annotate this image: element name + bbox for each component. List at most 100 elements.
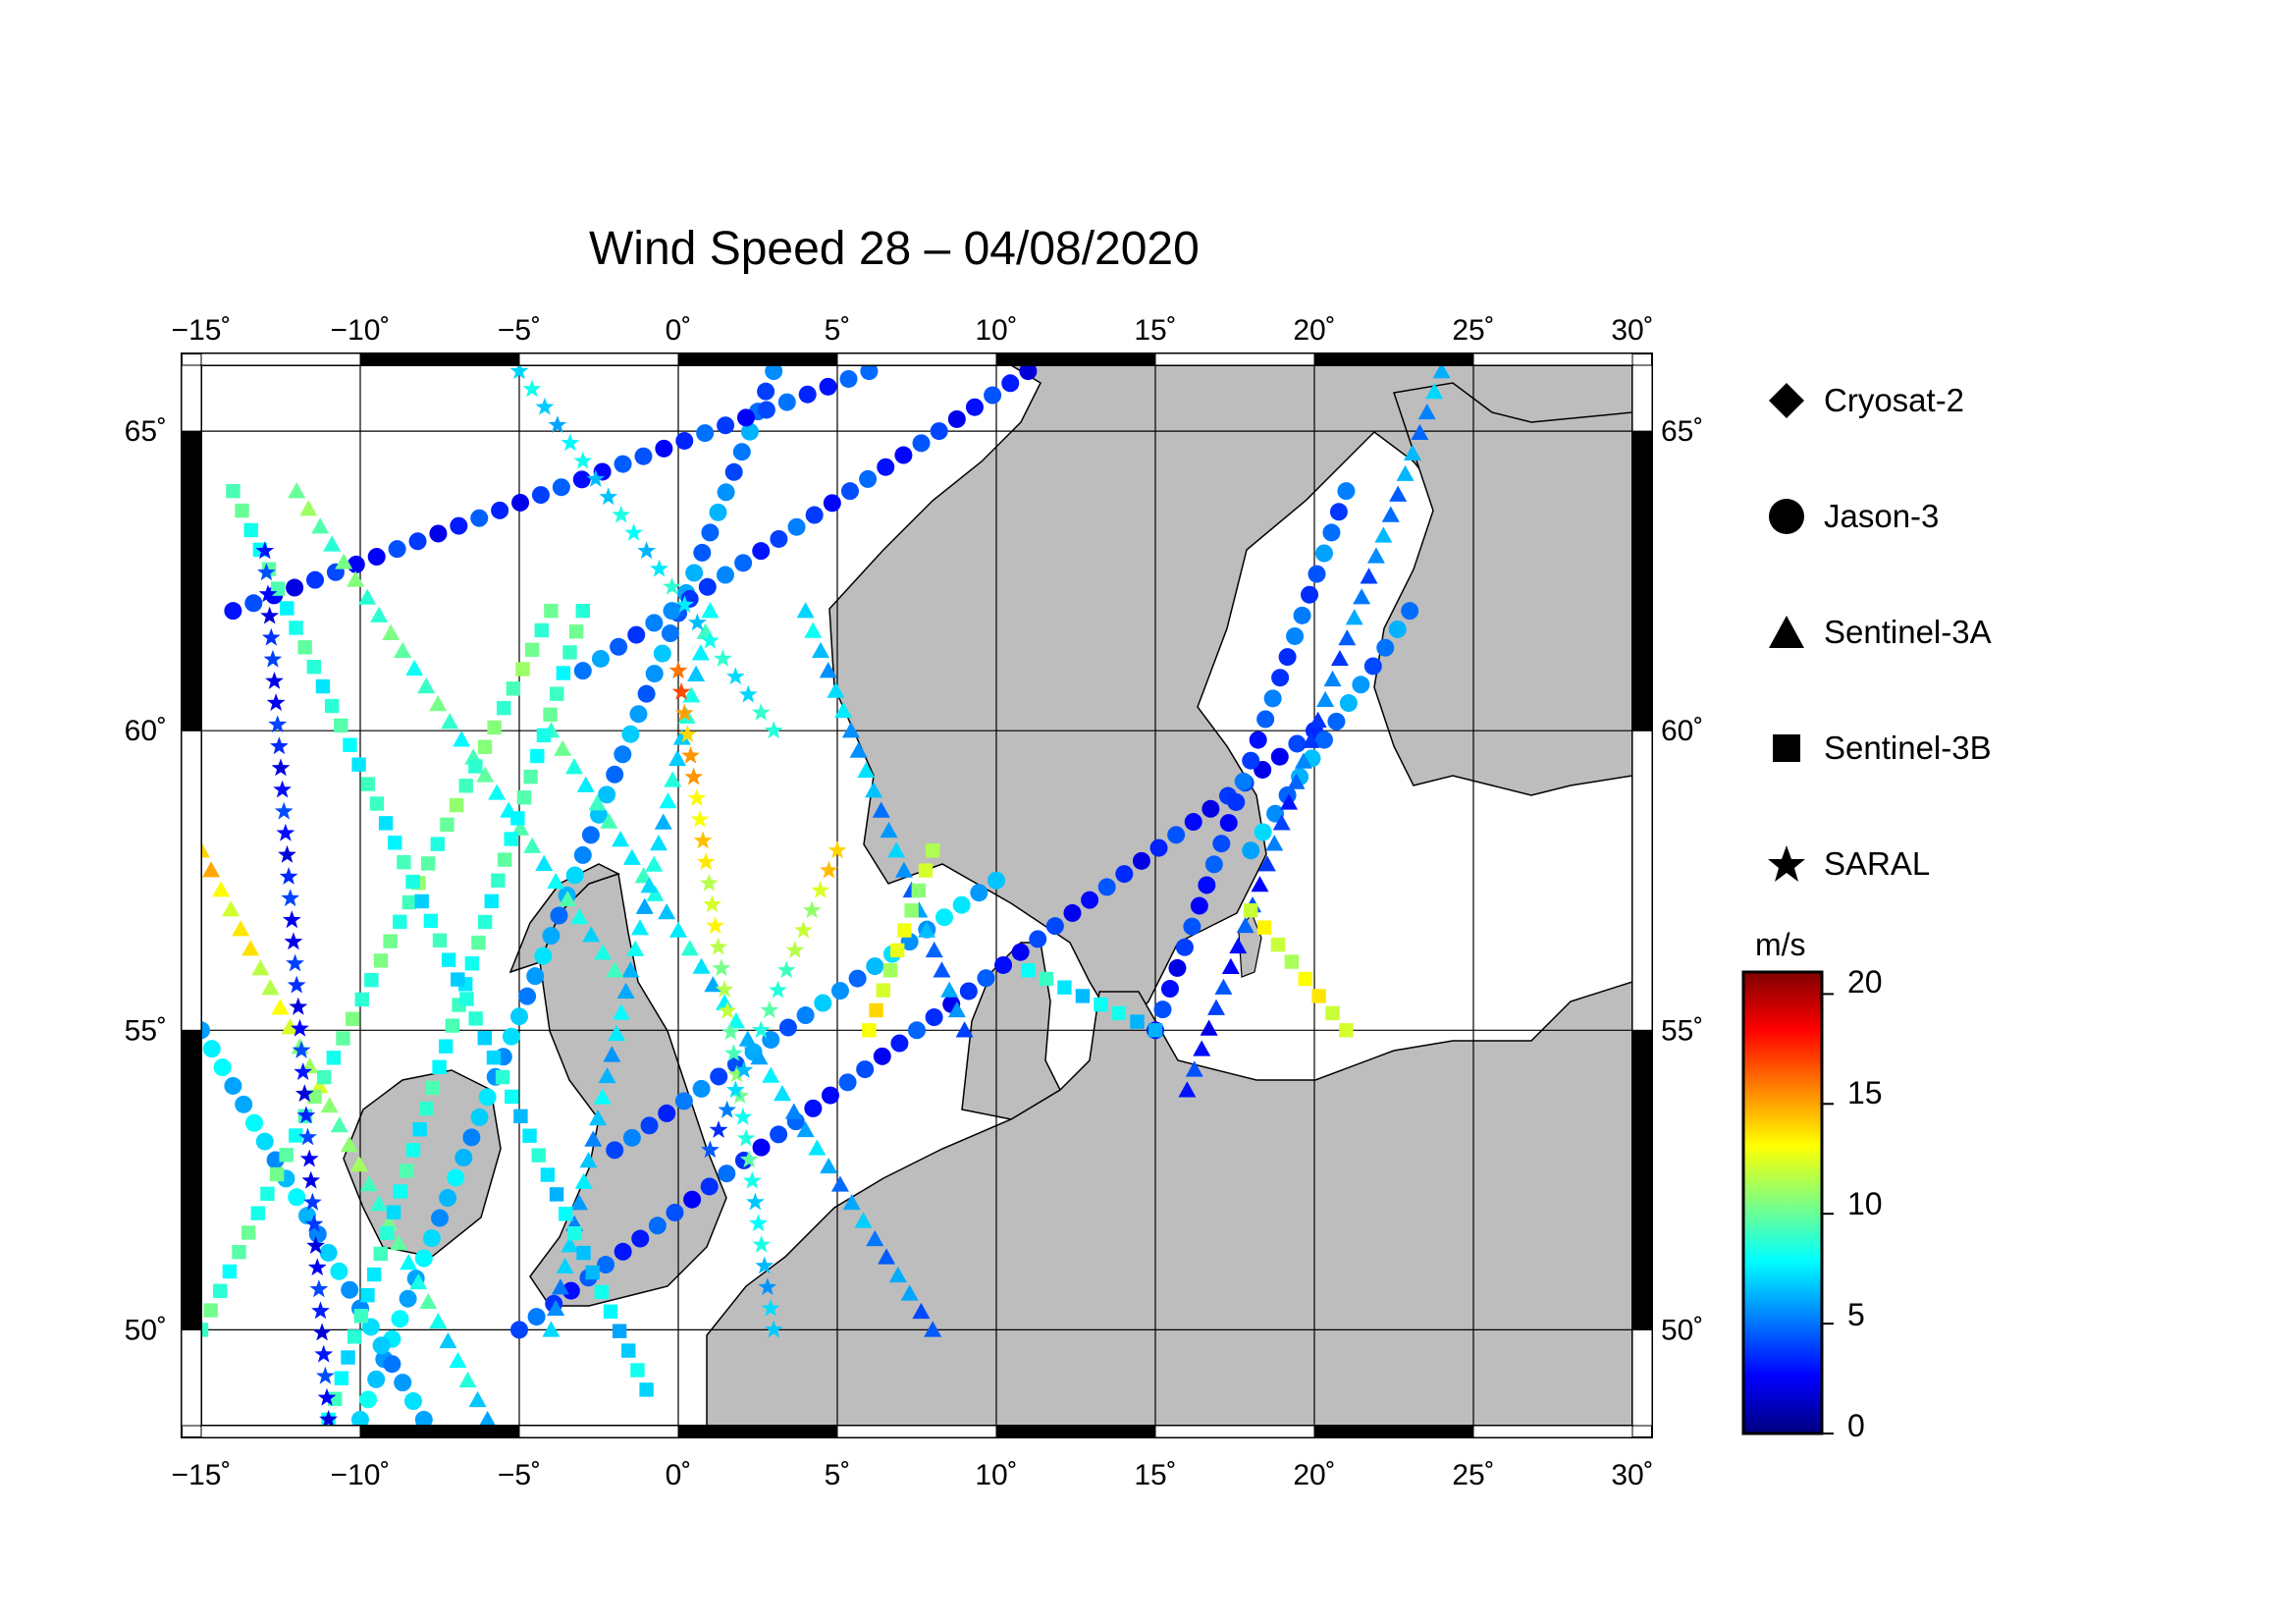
jason-3-point xyxy=(1308,565,1326,583)
sentinel-3b-point xyxy=(497,852,512,867)
frame-band-top xyxy=(359,352,520,366)
saral-point xyxy=(307,1258,327,1276)
sentinel-3a-point xyxy=(261,979,280,996)
saral-point xyxy=(274,801,294,820)
jason-3-point xyxy=(1286,626,1305,645)
frame-band-left xyxy=(181,1029,202,1330)
sentinel-3b-point xyxy=(530,748,545,764)
sentinel-3a-point xyxy=(603,1046,621,1062)
saral-point xyxy=(721,1022,740,1041)
sentinel-3b-point xyxy=(491,873,506,888)
sentinel-3a-point xyxy=(819,662,837,678)
jason-3-point xyxy=(542,927,561,946)
sentinel-3a-point xyxy=(1207,999,1226,1015)
square-icon xyxy=(1767,729,1806,768)
sentinel-3b-point xyxy=(440,817,454,833)
sentinel-3b-point xyxy=(334,718,348,733)
sentinel-3b-point xyxy=(432,1059,447,1075)
sentinel-3a-point xyxy=(1193,1040,1211,1056)
sentinel-3a-point xyxy=(894,861,913,878)
jason-3-point xyxy=(859,469,878,488)
jason-3-point xyxy=(804,1099,823,1117)
jason-3-point xyxy=(629,705,648,724)
jason-3-point xyxy=(839,369,858,388)
sentinel-3a-point xyxy=(281,1018,299,1035)
sentinel-3a-point xyxy=(866,1229,884,1247)
sentinel-3a-point xyxy=(400,1253,418,1271)
lon-tick-label-bottom: −15˚ xyxy=(172,1459,232,1491)
saral-point xyxy=(743,1040,762,1058)
sentinel-3b-point xyxy=(317,1069,332,1085)
jason-3-point xyxy=(965,398,984,416)
jason-3-point xyxy=(439,1189,457,1208)
jason-3-point xyxy=(1271,669,1290,687)
saral-point xyxy=(281,889,300,907)
jason-3-point xyxy=(1149,839,1168,857)
jason-3-point xyxy=(414,1410,433,1426)
jason-3-point xyxy=(637,684,656,703)
saral-point xyxy=(709,937,728,955)
sentinel-3a-point xyxy=(812,641,830,659)
frame-band-top xyxy=(995,352,1156,366)
saral-point xyxy=(291,1018,309,1037)
sentinel-3b-point xyxy=(477,914,493,930)
sentinel-3b-point xyxy=(897,923,912,938)
jason-3-point xyxy=(591,649,610,668)
legend-label: SARAL xyxy=(1824,845,1931,882)
jason-3-point xyxy=(627,625,646,644)
sentinel-3a-point xyxy=(1257,855,1276,872)
saral-point xyxy=(733,1108,753,1125)
sentinel-3a-point xyxy=(649,835,667,851)
jason-3-point xyxy=(224,602,242,621)
sentinel-3a-point xyxy=(762,1066,780,1083)
jason-3-point xyxy=(1001,374,1020,393)
sentinel-3b-point xyxy=(1298,971,1312,987)
sentinel-3a-point xyxy=(556,1257,574,1273)
saral-point xyxy=(271,758,291,777)
jason-3-point xyxy=(447,1168,465,1187)
saral-point xyxy=(674,703,694,722)
sentinel-3a-point xyxy=(680,940,699,956)
jason-3-point xyxy=(984,386,1002,405)
jason-3-point xyxy=(634,447,653,465)
saral-point xyxy=(752,1234,772,1253)
sentinel-3b-point xyxy=(1039,971,1054,987)
sentinel-3a-point xyxy=(1178,1081,1197,1098)
sentinel-3b-point xyxy=(524,642,540,657)
sentinel-3a-point xyxy=(288,482,306,499)
sentinel-3b-point xyxy=(568,624,584,639)
sentinel-3b-point xyxy=(1256,920,1272,935)
jason-3-point xyxy=(550,906,568,925)
sentinel-3b-point xyxy=(918,863,934,878)
jason-3-point xyxy=(614,455,632,473)
sentinel-3b-point xyxy=(497,700,511,716)
sentinel-3b-point xyxy=(882,963,898,978)
sentinel-3a-point xyxy=(659,791,677,809)
sentinel-3b-point xyxy=(280,601,294,616)
jason-3-point xyxy=(700,1177,719,1196)
sentinel-3b-point xyxy=(486,1050,502,1065)
colorbar-tick: 10 xyxy=(1847,1186,1883,1221)
saral-point xyxy=(738,684,758,703)
saral-point xyxy=(675,595,694,614)
sentinel-3a-point xyxy=(476,766,495,783)
jason-3-point xyxy=(462,1128,481,1147)
jason-3-point xyxy=(383,1355,401,1374)
saral-point xyxy=(703,894,721,913)
jason-3-point xyxy=(894,446,913,464)
jason-3-point xyxy=(1011,943,1030,961)
sentinel-3a-point xyxy=(865,782,883,798)
sentinel-3a-point xyxy=(429,1312,448,1329)
sentinel-3b-point xyxy=(351,757,366,772)
sentinel-3a-point xyxy=(535,854,554,871)
lon-tick-label-top: −15˚ xyxy=(172,314,232,347)
sentinel-3b-point xyxy=(235,503,249,518)
jason-3-point xyxy=(235,1095,253,1113)
sentinel-3b-point xyxy=(226,483,240,499)
jason-3-point xyxy=(840,482,859,501)
sentinel-3b-point xyxy=(550,686,564,701)
sentinel-3b-point xyxy=(458,779,473,793)
sentinel-3b-point xyxy=(232,1245,246,1260)
saral-point xyxy=(706,916,724,934)
